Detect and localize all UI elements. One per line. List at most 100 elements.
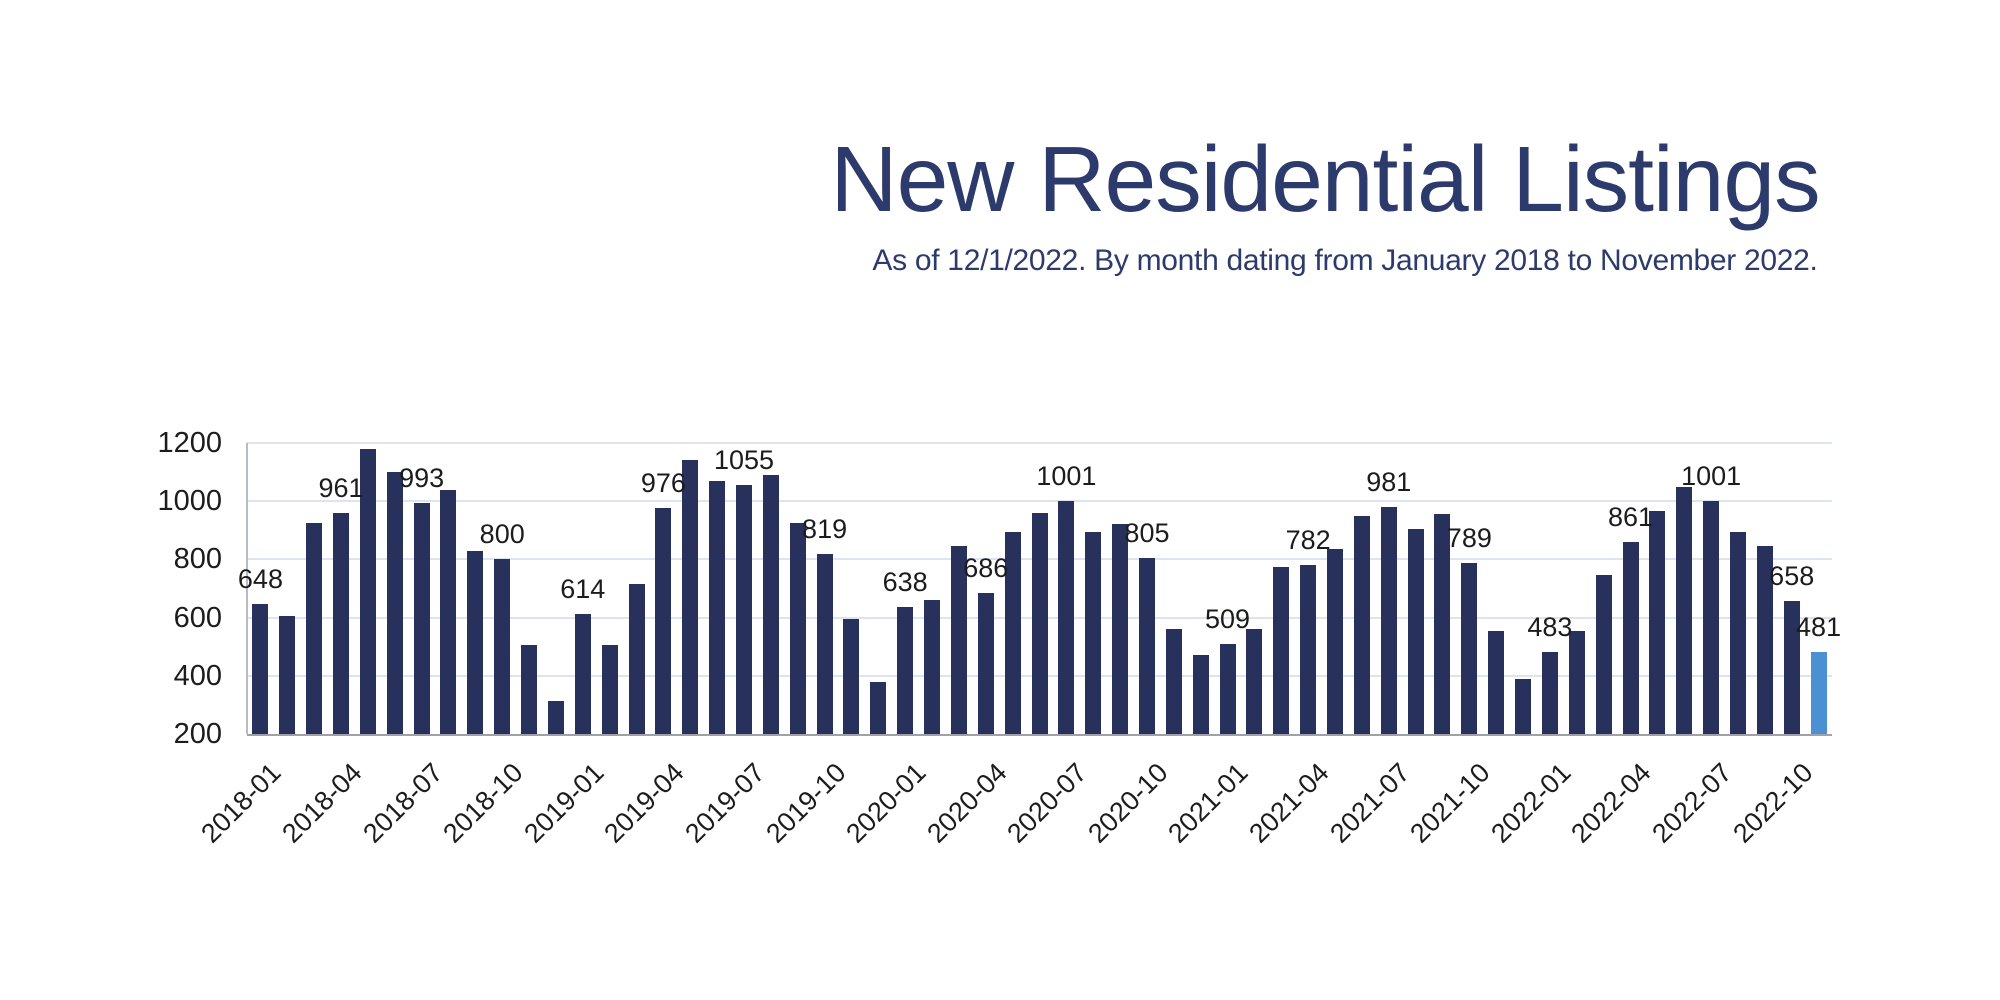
bar: [1058, 500, 1075, 734]
bar: [1165, 629, 1182, 734]
bar: [1703, 500, 1720, 734]
y-axis-line: [246, 443, 248, 734]
x-tick-label: 2018-01: [195, 757, 287, 849]
bar: [1407, 528, 1424, 734]
x-axis-line: [247, 734, 1832, 736]
y-tick-label: 400: [173, 659, 222, 692]
bar-highlight: [1810, 652, 1827, 734]
bar: [1783, 600, 1800, 734]
bar: [1112, 524, 1129, 734]
chart-subtitle: As of 12/1/2022. By month dating from Ja…: [872, 244, 1818, 277]
bar: [1353, 515, 1370, 734]
bar: [1488, 630, 1505, 734]
x-tick-label: 2020-07: [1001, 757, 1093, 849]
bar-data-label: 614: [560, 573, 606, 604]
y-tick-label: 1000: [157, 485, 222, 518]
x-tick-label: 2018-07: [356, 757, 449, 849]
bar: [870, 681, 887, 734]
bar: [1192, 655, 1209, 734]
bar: [1676, 486, 1693, 734]
bar: [924, 600, 941, 734]
bar-data-label: 1001: [1036, 460, 1097, 491]
bar-data-label: 509: [1205, 604, 1251, 635]
bar: [1031, 512, 1048, 734]
y-tick-label: 600: [173, 601, 222, 634]
plot-area: 648 961 993 800 614 976 1055 819 638 686 1001 805 50…: [238, 442, 1841, 736]
x-tick-label: 2022-07: [1646, 757, 1738, 849]
bar: [1756, 546, 1773, 734]
bar: [789, 523, 806, 734]
bar: [413, 503, 430, 734]
bar: [574, 613, 591, 734]
bar: [1273, 566, 1290, 734]
bar: [440, 489, 457, 734]
bar: [1138, 557, 1155, 734]
bar-data-label: 1055: [713, 445, 775, 476]
bar: [279, 616, 296, 734]
x-tick-label: 2020-10: [1082, 757, 1174, 849]
bar: [1461, 562, 1478, 734]
bar: [1300, 564, 1317, 734]
bar-data-label: 819: [802, 513, 848, 544]
bar: [1595, 575, 1612, 734]
bar: [762, 475, 779, 734]
bar: [709, 480, 726, 734]
bar: [252, 603, 269, 734]
x-tick-label: 2019-04: [598, 757, 690, 849]
gridline: [247, 500, 1832, 503]
bar: [628, 584, 645, 734]
bar: [1327, 549, 1343, 734]
bar: [333, 512, 350, 734]
y-tick-label: 200: [173, 718, 222, 750]
bar: [897, 606, 914, 734]
bar: [359, 448, 376, 734]
bar: [1434, 514, 1451, 734]
x-tick-label: 2019-07: [679, 757, 771, 849]
bar: [547, 700, 564, 734]
bar: [306, 523, 323, 734]
x-tick-label: 2019-10: [759, 757, 852, 849]
bar-data-label: 993: [399, 463, 445, 494]
x-tick-label: 2022-01: [1485, 757, 1577, 849]
bar: [1568, 630, 1585, 734]
bar-data-label: 1001: [1681, 460, 1742, 491]
bar: [655, 508, 672, 734]
gridline: [247, 442, 1832, 444]
bar-data-label: 648: [237, 563, 283, 594]
bar: [494, 559, 511, 734]
x-tick-label: 2022-04: [1565, 757, 1658, 849]
y-tick-label: 1200: [157, 427, 222, 459]
x-tick-label: 2020-01: [840, 757, 932, 849]
bar: [1515, 678, 1532, 734]
bar-data-label: 481: [1796, 612, 1842, 643]
bar: [735, 485, 752, 734]
bar: [601, 645, 618, 734]
bar: [950, 546, 967, 734]
x-tick-label: 2018-10: [437, 757, 529, 849]
x-tick-label: 2021-10: [1404, 757, 1496, 849]
bar: [467, 550, 484, 734]
bar: [977, 592, 994, 734]
bar: [1004, 531, 1021, 734]
bar-data-label: 861: [1607, 501, 1654, 532]
bar-data-label: 782: [1285, 524, 1331, 555]
x-tick-label: 2022-10: [1726, 757, 1819, 849]
bar: [1649, 511, 1666, 734]
bar: [386, 472, 403, 734]
x-tick-label: 2021-07: [1323, 757, 1416, 849]
bar: [816, 553, 833, 734]
x-tick-label: 2019-01: [518, 757, 610, 849]
chart-title: New Residential Listings: [830, 127, 1820, 231]
bar: [1541, 651, 1558, 734]
bar: [521, 645, 538, 734]
bar-data-label: 805: [1124, 517, 1170, 548]
bar-data-label: 686: [963, 552, 1009, 583]
x-tick-label: 2021-04: [1243, 757, 1335, 849]
x-tick-label: 2018-04: [276, 757, 368, 849]
y-tick-label: 800: [173, 543, 222, 576]
bar: [1085, 531, 1102, 734]
bar-data-label: 961: [318, 472, 364, 503]
bar: [843, 619, 860, 734]
bar-data-label: 800: [479, 519, 525, 550]
